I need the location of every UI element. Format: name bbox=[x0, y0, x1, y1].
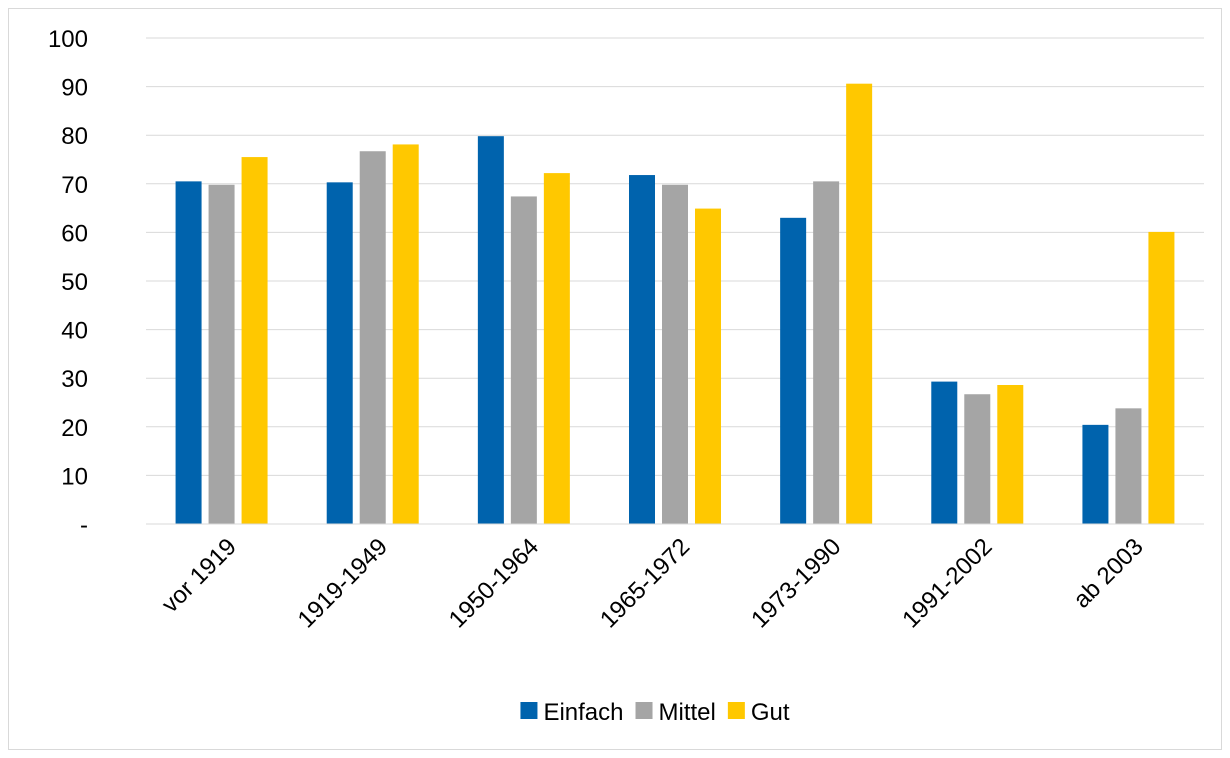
x-tick-label-2: 1950-1964 bbox=[444, 533, 544, 633]
x-tick-label-3: 1965-1972 bbox=[595, 533, 695, 633]
bar-mittel-6 bbox=[1115, 408, 1142, 524]
bar-einfach-0 bbox=[175, 181, 202, 524]
y-tick-label-60: 60 bbox=[61, 220, 88, 247]
bar-mittel-0 bbox=[208, 184, 235, 524]
bar-gut-6 bbox=[1148, 231, 1175, 524]
bar-einfach-3 bbox=[629, 175, 655, 524]
x-tick-label-4: 1973-1990 bbox=[746, 533, 846, 633]
y-tick-label-10: 10 bbox=[61, 463, 88, 490]
legend-label-gut: Gut bbox=[751, 699, 790, 726]
y-axis: - 10 20 30 40 50 60 70 80 90 100 bbox=[48, 26, 88, 539]
legend-swatch-gut bbox=[727, 702, 745, 719]
bar-einfach-6 bbox=[1082, 424, 1109, 524]
y-tick-label-40: 40 bbox=[61, 318, 88, 345]
y-tick-label-80: 80 bbox=[61, 123, 88, 150]
x-tick-label-1: 1919-1949 bbox=[293, 533, 393, 633]
x-axis: vor 1919 1919-1949 1950-1964 1965-1972 1973-… bbox=[146, 523, 1204, 633]
y-tick-label-30: 30 bbox=[61, 366, 88, 393]
y-tick-label-100: 100 bbox=[48, 26, 88, 53]
bar-gut-4 bbox=[846, 83, 873, 525]
legend-swatch-mittel bbox=[635, 702, 653, 719]
legend-label-mittel: Mittel bbox=[659, 699, 716, 726]
bar-gut-3 bbox=[695, 208, 721, 524]
bar-gut-2 bbox=[543, 173, 570, 524]
bar-gut-0 bbox=[241, 157, 268, 524]
x-tick-label-0: vor 1919 bbox=[157, 533, 242, 618]
y-tick-label-20: 20 bbox=[61, 415, 88, 442]
y-tick-label-50: 50 bbox=[61, 269, 88, 296]
bar-einfach-5 bbox=[931, 381, 958, 524]
bar-einfach-1 bbox=[326, 182, 353, 525]
legend-swatch-einfach bbox=[520, 702, 538, 719]
legend: Einfach Mittel Gut bbox=[520, 699, 790, 726]
bar-mittel-1 bbox=[359, 151, 386, 524]
bar-gut-1 bbox=[392, 144, 419, 524]
bar-einfach-4 bbox=[780, 217, 807, 524]
x-tick-label-5: 1991-2002 bbox=[897, 533, 997, 633]
legend-item-einfach: Einfach bbox=[520, 699, 624, 726]
x-tick-label-6: ab 2003 bbox=[1068, 533, 1148, 613]
legend-label-einfach: Einfach bbox=[543, 699, 623, 726]
legend-item-mittel: Mittel bbox=[635, 699, 716, 726]
bar-mittel-4 bbox=[813, 181, 840, 524]
bar-einfach-2 bbox=[477, 136, 504, 524]
y-tick-label-0: - bbox=[80, 512, 88, 539]
bar-mittel-5 bbox=[964, 394, 991, 524]
bar-gut-5 bbox=[997, 385, 1024, 524]
bar-mittel-3 bbox=[662, 184, 688, 524]
y-tick-label-70: 70 bbox=[61, 172, 88, 199]
y-tick-label-90: 90 bbox=[61, 75, 88, 102]
bars bbox=[175, 83, 1175, 525]
legend-item-gut: Gut bbox=[727, 699, 790, 726]
bar-mittel-2 bbox=[510, 196, 537, 524]
